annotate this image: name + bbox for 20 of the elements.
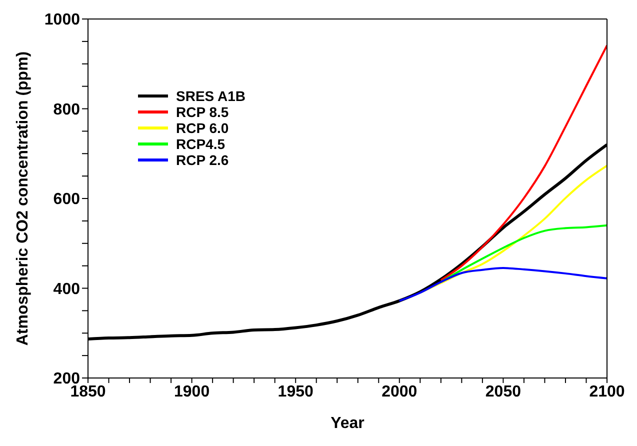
y-tick-label: 800: [53, 101, 80, 118]
line-series: [440, 224, 607, 283]
legend-label: RCP 2.6: [176, 152, 229, 168]
line-series: [440, 44, 607, 282]
y-tick-label: 1000: [44, 12, 80, 29]
x-tick-label: 1950: [278, 383, 314, 400]
line-series: [398, 267, 607, 302]
legend-label: RCP4.5: [176, 136, 226, 152]
x-tick-label: 1850: [70, 383, 106, 400]
x-axis-title: Year: [330, 415, 364, 432]
legend-label: SRES A1B: [176, 88, 246, 104]
x-tick-label: 1900: [174, 383, 210, 400]
y-tick-label: 600: [53, 191, 80, 208]
y-tick-label: 400: [53, 280, 80, 298]
legend-label: RCP 6.0: [176, 120, 229, 136]
y-axis-title: Atmospheric CO2 concentration (ppm): [14, 51, 32, 346]
x-tick-label: 2000: [382, 383, 418, 400]
legend-label: RCP 8.5: [176, 104, 229, 120]
x-tick-label: 2100: [589, 383, 625, 400]
x-tick-label: 2050: [485, 383, 522, 400]
